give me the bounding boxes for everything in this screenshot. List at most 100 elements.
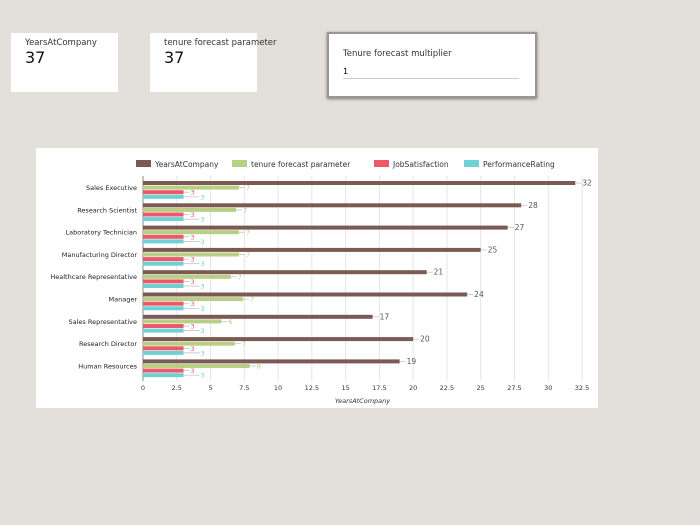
x-tick-label: 17.5 [372,384,386,392]
bar [143,239,184,244]
bar [143,207,237,212]
bar [143,247,481,252]
data-label: 3 [201,372,205,380]
legend-label: tenure forecast parameter [251,160,351,169]
data-label: 3 [201,193,205,201]
kpi-value: 37 [25,48,46,67]
data-label: 20 [420,335,430,344]
bar [143,185,239,190]
kpi-card-years-at-company: YearsAtCompany 37 [11,33,118,92]
chart-svg: 0 2.5 5 7.5 10 12.5 15 17.5 20 22.5 25 27.5 30 32.5 Ye… [50,160,592,405]
data-label: 7 [238,273,242,281]
data-label: 7 [246,251,250,259]
kpi-card-tenure-forecast: tenure forecast parameter 37 [150,33,277,92]
bar [143,341,235,346]
x-tick-label: 0 [141,384,145,392]
data-label: 7 [243,206,247,214]
bar [143,346,184,351]
x-tick-label: 2.5 [172,384,182,392]
category-label: Manufacturing Director [62,251,138,259]
bar [143,350,184,355]
category-label: Manager [109,296,138,304]
data-label: 7 [250,296,254,304]
category-label: Healthcare Representative [50,273,137,281]
legend-swatch [136,160,151,167]
bar [143,328,184,333]
bar [143,274,231,279]
bar [143,292,468,297]
data-label: 3 [201,327,205,335]
bar [143,225,508,230]
x-tick-label: 12.5 [305,384,319,392]
bar [143,217,184,222]
x-tick-label: 25 [477,384,485,392]
data-label: 3 [201,305,205,313]
category-label: Laboratory Technician [66,229,137,237]
data-label: 6 [228,318,232,326]
bar [143,194,184,199]
data-label: 3 [191,189,195,197]
bar-chart: 0 2.5 5 7.5 10 12.5 15 17.5 20 22.5 25 27.5 30 32.5 Ye… [36,148,598,408]
data-label: 25 [488,245,498,254]
data-label: 17 [380,312,390,321]
category-label: Human Resources [78,362,137,370]
data-label: 3 [191,300,195,308]
bar [143,181,576,185]
bar [143,324,184,328]
data-label: 28 [528,201,538,210]
bar [143,252,239,257]
data-label: 3 [201,283,205,291]
data-label: 3 [201,238,205,246]
bar [143,314,373,319]
x-tick-label: 27.5 [507,384,521,392]
legend-swatch [232,160,247,167]
data-label: 3 [191,211,195,219]
bar [143,212,184,217]
bar [143,337,414,342]
x-tick-label: 7.5 [239,384,249,392]
bar [143,364,250,368]
x-tick-label: 30 [544,384,552,392]
data-label: 3 [191,233,195,241]
x-tick-label: 22.5 [440,384,454,392]
data-label: 3 [191,367,195,375]
bar [143,257,184,262]
parameter-label: Tenure forecast multiplier [343,49,452,59]
data-label: 27 [515,223,525,232]
data-label: 19 [407,357,417,366]
kpi-value: 37 [164,48,185,67]
data-label: 3 [201,349,205,357]
legend-swatch [374,160,389,167]
kpi-label: tenure forecast parameter [164,38,277,48]
x-axis-label: YearsAtCompany [335,397,390,405]
data-label: 3 [201,216,205,224]
data-label: 3 [191,345,195,353]
data-label: 7 [246,184,250,192]
x-tick-label: 5 [208,384,212,392]
kpi-label: YearsAtCompany [25,38,97,48]
bar [143,270,427,275]
data-label: 21 [434,268,444,277]
legend-label: PerformanceRating [483,160,555,169]
legend-label: JobSatisfaction [392,160,449,169]
bar [143,261,184,266]
data-label: 8 [257,363,261,371]
category-label: Research Director [79,340,137,348]
legend-label: YearsAtCompany [154,160,219,169]
bar [143,319,222,324]
data-label: 3 [191,323,195,331]
bar [143,359,400,364]
bar [143,279,184,284]
bar [143,373,184,378]
x-tick-label: 20 [409,384,417,392]
bar [143,203,522,208]
bar [143,230,239,235]
category-label: Sales Representative [69,318,137,326]
x-tick-label: 15 [341,384,349,392]
bar [143,301,184,306]
data-label: 3 [191,278,195,286]
tenure-multiplier-input[interactable] [343,65,519,79]
parameter-card: Tenure forecast multiplier [327,32,537,98]
bar [143,368,184,373]
data-label: 3 [201,260,205,268]
